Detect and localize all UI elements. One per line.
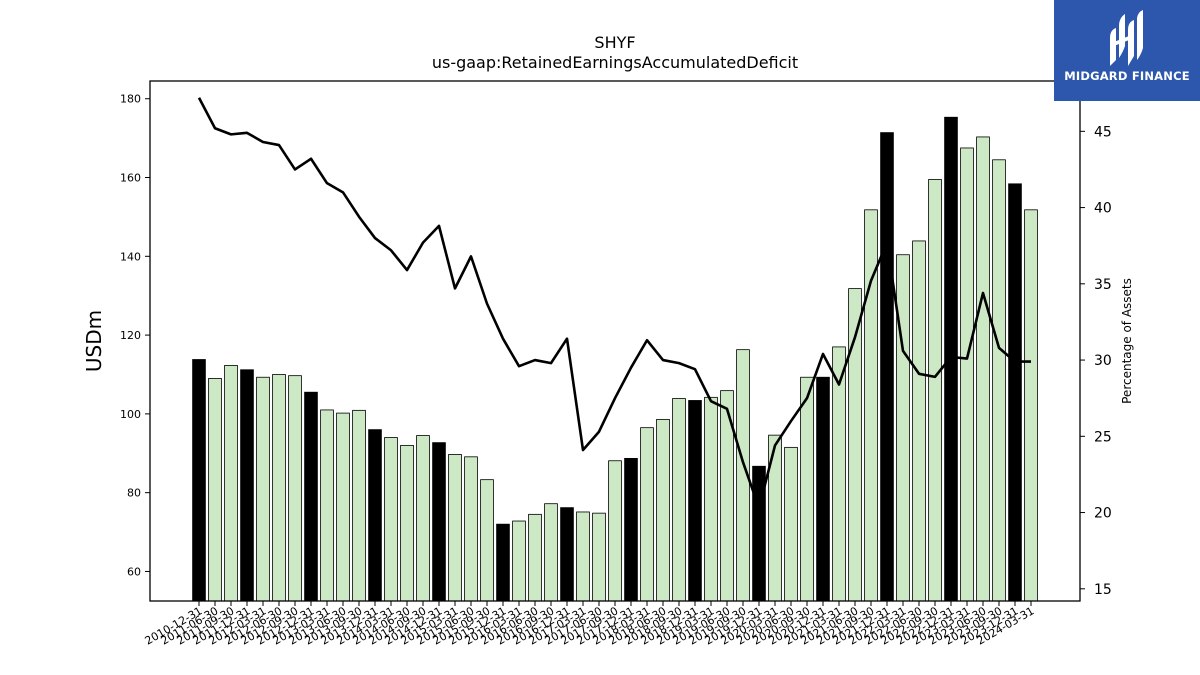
bar bbox=[816, 376, 830, 602]
y-right-tick-label: 15 bbox=[1094, 582, 1112, 598]
bar bbox=[240, 369, 254, 602]
bar bbox=[1008, 183, 1022, 602]
bar bbox=[496, 523, 510, 602]
bar bbox=[464, 456, 478, 602]
y-right-tick-label: 25 bbox=[1094, 429, 1112, 445]
bar bbox=[448, 454, 462, 602]
bar bbox=[208, 378, 222, 602]
bar bbox=[304, 391, 318, 602]
bar bbox=[224, 365, 238, 602]
bar bbox=[400, 444, 414, 602]
bar bbox=[1024, 209, 1038, 602]
y-right-tick-label: 20 bbox=[1094, 506, 1112, 522]
bar bbox=[576, 511, 590, 602]
bar bbox=[960, 147, 974, 602]
bar bbox=[512, 520, 526, 602]
bar bbox=[784, 446, 798, 602]
y-tick-label: 100 bbox=[120, 408, 141, 421]
bar bbox=[560, 507, 574, 602]
bar bbox=[368, 429, 382, 602]
y-axis-label: USDm bbox=[82, 310, 106, 372]
bar bbox=[544, 503, 558, 602]
y-right-tick-label: 45 bbox=[1094, 124, 1112, 140]
bar bbox=[352, 409, 366, 602]
bar bbox=[336, 412, 350, 602]
y-axis-right-label: Percentage of Assets bbox=[1120, 278, 1134, 404]
bar bbox=[800, 376, 814, 602]
bar bbox=[880, 132, 894, 602]
chart-subtitle: us-gaap:RetainedEarningsAccumulatedDefic… bbox=[432, 53, 798, 72]
y-right-tick-label: 40 bbox=[1094, 201, 1112, 217]
y-tick-label: 140 bbox=[120, 250, 141, 263]
bar-series bbox=[192, 116, 1038, 602]
bar bbox=[288, 375, 302, 602]
bar bbox=[320, 409, 334, 602]
bar bbox=[624, 457, 638, 602]
axes: 6080100120140160180152025303540452010-12… bbox=[120, 80, 1112, 648]
bar bbox=[976, 136, 990, 602]
y-tick-label: 80 bbox=[127, 487, 141, 500]
y-right-tick-label: 30 bbox=[1094, 353, 1112, 369]
bar bbox=[912, 240, 926, 602]
chart-title: SHYF bbox=[594, 33, 635, 52]
bar bbox=[704, 396, 718, 602]
bar bbox=[688, 400, 702, 602]
bar bbox=[608, 460, 622, 602]
bar bbox=[384, 437, 398, 602]
y-tick-label: 180 bbox=[120, 93, 141, 106]
bar bbox=[944, 116, 958, 602]
y-tick-label: 160 bbox=[120, 172, 141, 185]
bar bbox=[656, 418, 670, 602]
bar bbox=[416, 435, 430, 602]
logo-text: MIDGARD FINANCE bbox=[1064, 69, 1190, 83]
y-tick-label: 120 bbox=[120, 329, 141, 342]
bar bbox=[672, 398, 686, 602]
bar bbox=[896, 254, 910, 602]
bar bbox=[480, 479, 494, 602]
bar bbox=[640, 427, 654, 602]
bar bbox=[272, 374, 286, 602]
bar bbox=[592, 512, 606, 602]
bar bbox=[992, 159, 1006, 602]
bar bbox=[528, 513, 542, 602]
line-series bbox=[197, 97, 1031, 510]
percentage-line bbox=[197, 97, 1031, 510]
bar bbox=[928, 179, 942, 602]
bar bbox=[256, 376, 270, 602]
y-tick-label: 60 bbox=[127, 565, 141, 578]
y-right-tick-label: 35 bbox=[1094, 277, 1112, 293]
midgard-finance-logo: MIDGARD FINANCE bbox=[1054, 0, 1200, 101]
bar bbox=[192, 359, 206, 602]
bar bbox=[432, 442, 446, 602]
logo-mark-icon bbox=[1110, 10, 1143, 66]
